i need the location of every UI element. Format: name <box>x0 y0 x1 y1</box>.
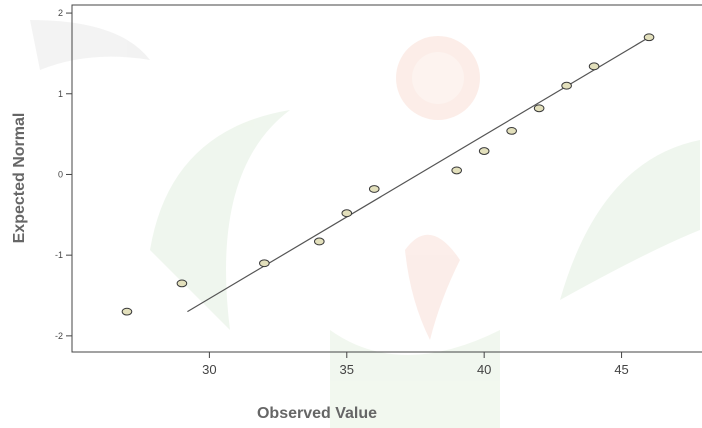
data-point <box>176 279 188 288</box>
watermark-logo <box>30 20 700 428</box>
data-point <box>368 185 380 193</box>
x-tick-label: 45 <box>614 362 628 377</box>
y-tick-label: 2 <box>58 8 63 18</box>
data-point <box>533 104 545 113</box>
x-tick-label: 35 <box>340 362 354 377</box>
y-tick-label: 0 <box>58 169 63 179</box>
y-tick-label: 1 <box>58 89 63 99</box>
data-point <box>121 307 133 316</box>
x-tick-label: 30 <box>202 362 216 377</box>
plot-area-frame <box>71 4 702 353</box>
data-points <box>121 33 655 316</box>
y-tick-label: -2 <box>55 331 63 341</box>
y-axis-title: Expected Normal <box>11 113 28 244</box>
x-axis-title: Observed Value <box>257 405 377 422</box>
y-tick-label: -1 <box>55 250 63 260</box>
data-point <box>259 259 270 268</box>
data-point <box>314 237 325 246</box>
x-axis-ticks: 30 35 40 45 <box>202 352 629 377</box>
data-point <box>341 209 353 218</box>
data-point <box>643 33 655 42</box>
data-point <box>561 81 572 90</box>
data-point <box>451 166 462 175</box>
y-axis-ticks: 2 1 0 -1 -2 <box>55 8 72 341</box>
data-point <box>506 126 517 135</box>
data-point <box>588 62 600 71</box>
x-tick-label: 40 <box>477 362 491 377</box>
data-point <box>478 147 490 155</box>
